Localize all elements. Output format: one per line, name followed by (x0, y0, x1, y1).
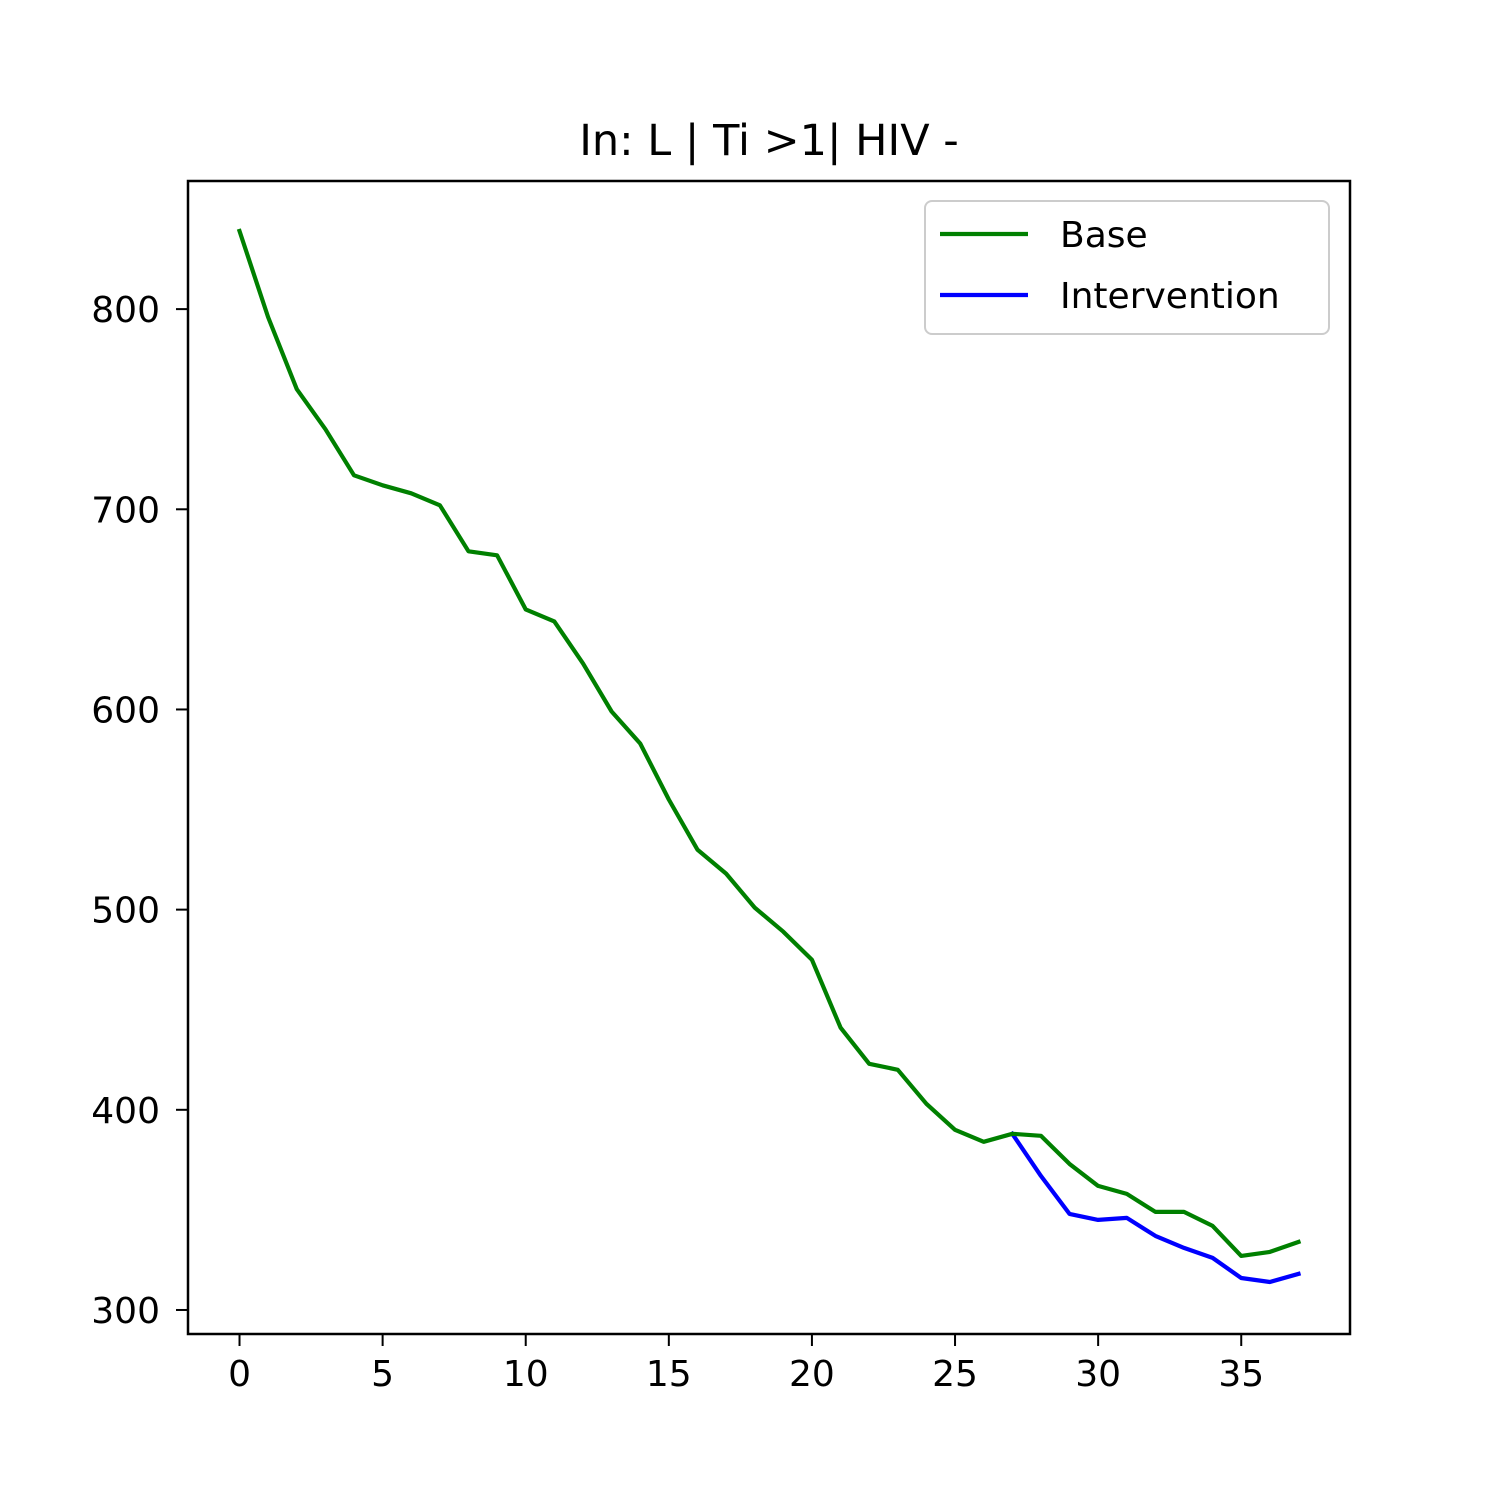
x-tick-label: 0 (228, 1354, 251, 1395)
legend-label-base: Base (1060, 215, 1148, 256)
legend: Base Intervention (924, 200, 1330, 335)
y-tick-label: 800 (91, 290, 160, 331)
x-tick-label: 25 (932, 1354, 978, 1395)
y-tick-label: 600 (91, 690, 160, 731)
x-tick-label: 15 (646, 1354, 692, 1395)
x-axis: 0 5 10 15 20 25 30 35 (228, 1334, 1264, 1395)
series-line-intervention (1009, 1130, 1302, 1285)
y-tick-label: 400 (91, 1091, 160, 1132)
y-tick-label: 500 (91, 891, 160, 932)
x-tick-label: 10 (503, 1354, 549, 1395)
chart-title: In: L | Ti >1| HIV - (579, 116, 959, 166)
y-tick-label: 300 (91, 1291, 160, 1332)
x-tick-label: 20 (789, 1354, 835, 1395)
y-tick-label: 700 (91, 490, 160, 531)
plot-area (186, 179, 1352, 1336)
axes-frame (186, 179, 1352, 1336)
x-tick-label: 5 (371, 1354, 394, 1395)
series-line-base (236, 228, 1302, 1259)
series-lines (236, 228, 1302, 1285)
y-axis: 300 400 500 600 700 800 (91, 290, 188, 1332)
x-tick-label: 30 (1075, 1354, 1121, 1395)
x-tick-label: 35 (1218, 1354, 1264, 1395)
legend-label-intervention: Intervention (1060, 276, 1280, 317)
